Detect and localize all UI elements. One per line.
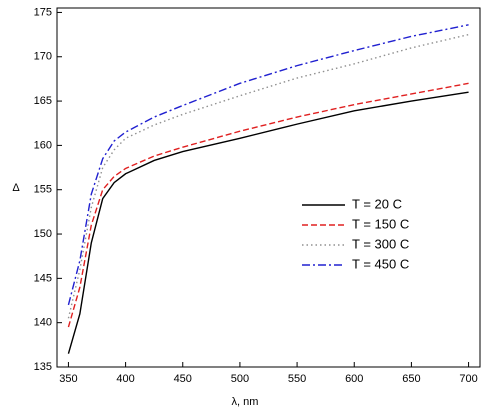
y-tick-label: 145 [34,272,52,284]
x-tick-label: 400 [116,373,134,385]
series-line [67,24,469,306]
y-tick-label: 175 [34,6,52,18]
x-tick-label: 350 [59,373,77,385]
y-axis-label: Δ [12,182,20,194]
plot-frame [56,7,481,368]
series-line [67,82,469,328]
legend-label: T = 20 C [352,196,402,211]
y-tick-label: 155 [34,184,52,196]
y-tick-label: 150 [34,228,52,240]
y-tick-label: 140 [34,317,52,329]
x-axis-label: λ, nm [232,396,259,408]
legend-label: T = 150 C [352,216,409,231]
y-tick-label: 135 [34,361,52,373]
y-tick-label: 165 [34,95,52,107]
x-tick-label: 550 [288,373,306,385]
x-tick-label: 450 [174,373,192,385]
series-line [67,33,469,319]
series-line [67,91,469,354]
x-tick-label: 600 [345,373,363,385]
y-tick-label: 160 [34,139,52,151]
legend-label: T = 300 C [352,236,409,251]
legend-label: T = 450 C [352,256,409,271]
y-tick-label: 170 [34,51,52,63]
x-tick-label: 700 [459,373,477,385]
x-tick-label: 500 [231,373,249,385]
x-tick-label: 650 [402,373,420,385]
